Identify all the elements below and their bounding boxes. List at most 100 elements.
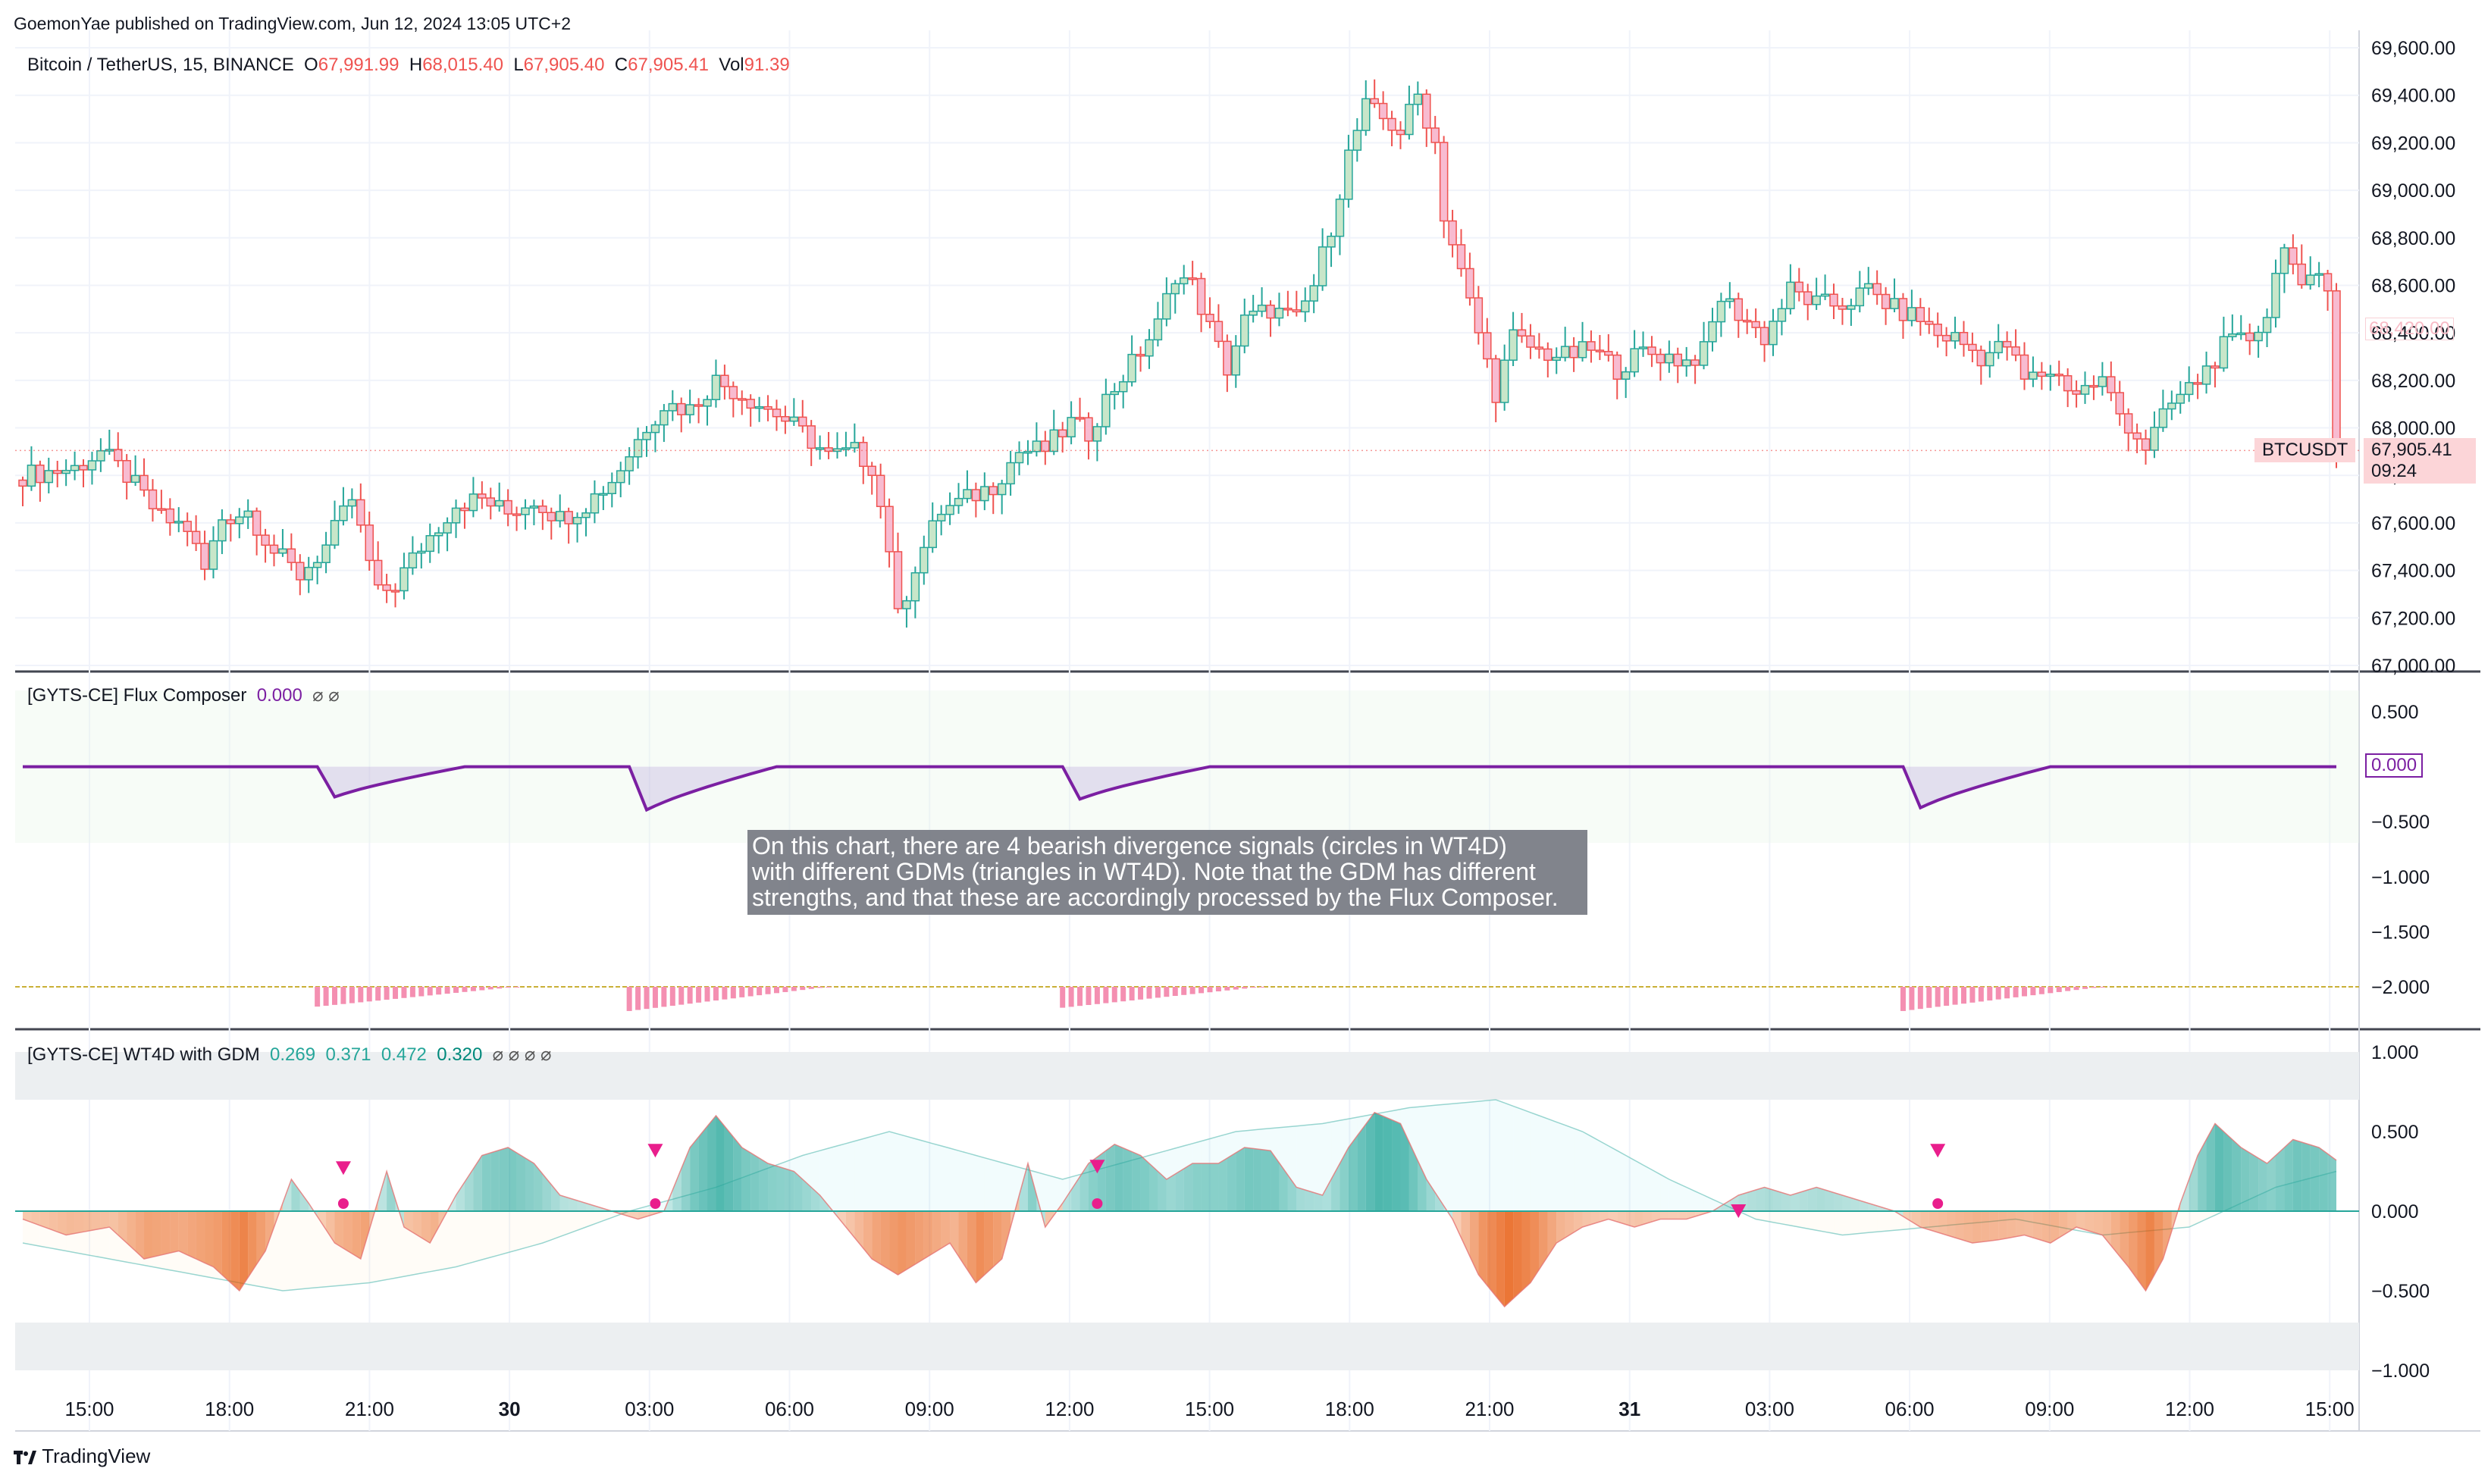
- candle-body: [1041, 440, 1050, 452]
- wt-area-segment: [2007, 1211, 2016, 1238]
- wt-area-segment: [282, 1211, 292, 1291]
- candle-body: [1361, 98, 1371, 131]
- candle-body: [2176, 393, 2185, 404]
- flux-indicator-name[interactable]: [GYTS-CE] Flux Composer: [27, 685, 247, 706]
- wt-area-segment: [1938, 1211, 1947, 1226]
- flux-legend[interactable]: [GYTS-CE] Flux Composer 0.000 ⌀ ⌀: [27, 684, 340, 706]
- wt-area-segment: [1582, 1132, 1591, 1211]
- wt-area-segment: [1496, 1211, 1505, 1307]
- annotation-box[interactable]: On this chart, there are 4 bearish diver…: [747, 830, 1587, 915]
- wt-area-segment: [2267, 1155, 2276, 1211]
- wt-area-segment: [1643, 1165, 1652, 1211]
- tradingview-logo[interactable]: TradingView: [14, 1445, 150, 1468]
- flux-histogram-bar: [375, 987, 381, 1001]
- candle: [1170, 280, 1180, 314]
- candle-body: [1829, 293, 1838, 307]
- wt-area-segment: [161, 1211, 171, 1255]
- candle-body: [2115, 392, 2124, 415]
- candle: [200, 531, 209, 581]
- wt-area-segment: [1790, 1192, 1800, 1211]
- wt-area-segment: [31, 1211, 40, 1247]
- flux-histogram-bar: [2065, 987, 2071, 991]
- wt-area-segment: [499, 1147, 509, 1211]
- wt-area-segment: [1894, 1211, 1904, 1231]
- wt-area-segment: [1322, 1179, 1332, 1211]
- wt-area-segment: [1920, 1211, 1929, 1230]
- candle: [1898, 293, 1908, 340]
- symbol-legend[interactable]: Bitcoin / TetherUS, 15, BINANCE O67,991.…: [27, 55, 790, 76]
- candle-body: [1491, 358, 1500, 403]
- candle: [1058, 421, 1067, 453]
- candle: [503, 489, 512, 527]
- wt-area-segment: [100, 1211, 110, 1259]
- annotation-line-2: with different GDMs (triangles in WT4D).…: [752, 858, 1536, 885]
- candle-body: [1422, 93, 1431, 129]
- candle-body: [538, 505, 547, 514]
- candle: [564, 507, 573, 544]
- wt-area-segment: [1010, 1165, 1020, 1211]
- candle-body: [1378, 102, 1388, 120]
- candle-body: [1794, 281, 1804, 293]
- wt-area-segment: [352, 1211, 361, 1259]
- flux-histogram-bar: [782, 987, 788, 992]
- wt-area-segment: [1105, 1144, 1115, 1211]
- candle-body: [1223, 340, 1232, 376]
- candle: [824, 431, 833, 459]
- candle-body: [1734, 298, 1744, 321]
- candle-body: [183, 521, 192, 532]
- candle: [832, 432, 842, 459]
- flux-histogram-bar: [2013, 987, 2019, 997]
- wt4d-value-4: 0.320: [437, 1044, 483, 1065]
- wt4d-indicator-name[interactable]: [GYTS-CE] WT4D with GDM: [27, 1044, 260, 1065]
- candle-body: [1170, 283, 1180, 295]
- wt-area-segment: [1799, 1190, 1808, 1211]
- price-tick-label: 67,000.00: [2371, 656, 2455, 677]
- candle: [850, 423, 860, 453]
- flux-histogram-bar: [384, 987, 390, 1000]
- flux-histogram-bar: [444, 987, 450, 994]
- wt-area-segment: [2007, 1211, 2016, 1220]
- flux-composer-pane[interactable]: [15, 690, 2359, 1011]
- wt-area-segment: [1695, 1191, 1704, 1211]
- symbol-name[interactable]: Bitcoin / TetherUS, 15, BINANCE: [27, 55, 294, 75]
- wt-area-segment: [1183, 1163, 1193, 1211]
- flux-tick-label: −1.000: [2371, 867, 2430, 888]
- wt-area-segment: [1279, 1163, 1288, 1211]
- flux-histogram-bar: [635, 987, 641, 1010]
- candle-body: [642, 431, 651, 440]
- wt-area-segment: [1305, 1190, 1314, 1211]
- flux-histogram-bar: [1086, 987, 1092, 1005]
- candle-body: [1075, 417, 1085, 420]
- candle: [902, 596, 911, 628]
- candle-body: [1742, 319, 1752, 323]
- flux-value: 0.000: [256, 685, 302, 706]
- candle: [1483, 318, 1492, 368]
- candle-body: [936, 513, 946, 521]
- candle: [2011, 329, 2020, 362]
- wt-area-segment: [863, 1211, 873, 1259]
- wt-area-segment: [1504, 1103, 1514, 1211]
- candle: [443, 517, 452, 552]
- flux-histogram-bar: [2073, 987, 2079, 991]
- wt-area-segment: [1287, 1126, 1297, 1211]
- wt-area-segment: [542, 1211, 552, 1243]
- wt-area-segment: [378, 1171, 387, 1211]
- wt4d-legend[interactable]: [GYTS-CE] WT4D with GDM 0.269 0.371 0.47…: [27, 1044, 551, 1066]
- flux-histogram-bar: [1138, 987, 1144, 1000]
- wt-area-segment: [829, 1145, 838, 1211]
- wt-area-segment: [932, 1143, 942, 1211]
- candle-body: [478, 493, 487, 499]
- candle: [1734, 293, 1744, 338]
- wt4d-pane[interactable]: [15, 1052, 2359, 1370]
- wt-area-segment: [1392, 1119, 1401, 1211]
- candle-body: [1370, 98, 1379, 105]
- candle: [1769, 308, 1778, 356]
- wt-area-segment: [585, 1211, 595, 1227]
- wt-area-segment: [473, 1155, 482, 1211]
- wt-area-segment: [1877, 1211, 1886, 1232]
- candle-body: [676, 402, 686, 415]
- price-pane[interactable]: [15, 79, 2359, 628]
- wt4d-value-1: 0.269: [270, 1044, 316, 1065]
- flux-tick-label: −2.000: [2371, 977, 2430, 998]
